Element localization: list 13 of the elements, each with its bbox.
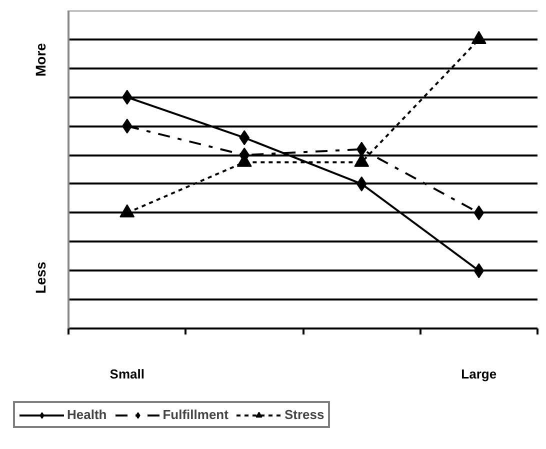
legend-label: Health [67,407,107,422]
point [239,130,250,146]
point [474,263,484,278]
legend-label: Fulfillment [162,407,228,422]
point [122,118,132,134]
point [474,205,484,220]
x-tick-label: Large [461,366,497,382]
legend-label: Stress [284,407,324,422]
text: Less [32,261,48,294]
point [356,176,367,192]
x-tick-label: Small [110,366,144,382]
text: More [32,42,48,77]
point [122,90,132,105]
